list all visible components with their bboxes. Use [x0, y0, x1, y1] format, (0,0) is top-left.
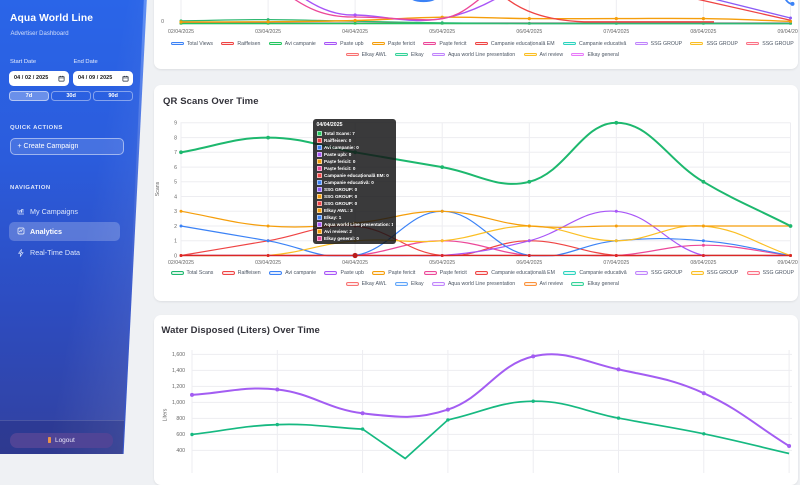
svg-text:09/04/2025: 09/04/2025: [778, 260, 798, 266]
svg-text:08/04/2025: 08/04/2025: [690, 29, 716, 35]
svg-text:400: 400: [176, 448, 185, 454]
svg-text:0: 0: [161, 19, 164, 25]
svg-text:7: 7: [174, 150, 177, 156]
svg-text:05/04/2025: 05/04/2025: [429, 29, 455, 35]
svg-text:800: 800: [176, 416, 185, 422]
svg-text:07/04/2025: 07/04/2025: [603, 29, 629, 35]
svg-text:1,400: 1,400: [172, 368, 185, 374]
svg-text:07/04/2025: 07/04/2025: [603, 260, 629, 266]
svg-text:1,000: 1,000: [172, 400, 185, 406]
svg-text:03/04/2025: 03/04/2025: [255, 29, 281, 35]
svg-text:05/04/2025: 05/04/2025: [429, 260, 455, 266]
svg-text:6: 6: [174, 165, 177, 171]
svg-text:8: 8: [174, 135, 177, 141]
svg-text:03/04/2025: 03/04/2025: [255, 260, 281, 266]
svg-text:02/04/2025: 02/04/2025: [168, 260, 194, 266]
svg-text:06/04/2025: 06/04/2025: [516, 260, 542, 266]
svg-text:09/04/2025: 09/04/2025: [778, 29, 798, 35]
svg-text:2: 2: [174, 224, 177, 230]
svg-text:08/04/2025: 08/04/2025: [690, 260, 716, 266]
svg-text:5: 5: [174, 180, 177, 186]
svg-text:06/04/2025: 06/04/2025: [516, 29, 542, 35]
svg-text:4: 4: [174, 194, 177, 200]
svg-text:1: 1: [174, 239, 177, 245]
svg-text:1,200: 1,200: [172, 384, 185, 390]
svg-text:600: 600: [176, 432, 185, 438]
svg-text:04/04/2025: 04/04/2025: [342, 29, 368, 35]
svg-text:Liters: Liters: [162, 408, 168, 421]
svg-text:04/04/2025: 04/04/2025: [342, 260, 368, 266]
svg-text:3: 3: [174, 209, 177, 215]
svg-text:Scans: Scans: [155, 181, 161, 196]
svg-text:1,600: 1,600: [172, 352, 185, 358]
svg-text:9: 9: [174, 121, 177, 127]
svg-text:02/04/2025: 02/04/2025: [168, 29, 194, 35]
svg-text:0: 0: [174, 253, 177, 259]
